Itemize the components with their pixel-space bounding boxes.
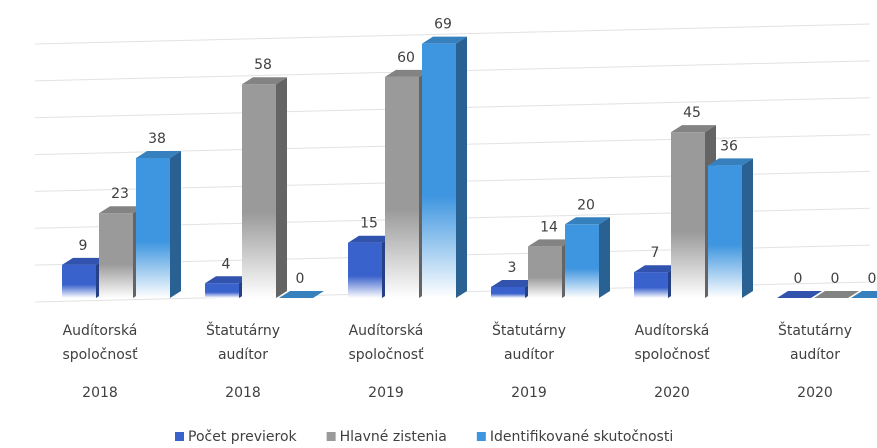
legend-swatch: [175, 432, 184, 441]
bar-top: [528, 239, 573, 247]
data-label: 45: [683, 105, 701, 121]
data-label: 9: [79, 238, 88, 254]
data-label: 15: [360, 216, 378, 232]
x-tick-label: Audítorská: [349, 323, 424, 339]
bar-top: [565, 217, 610, 225]
x-group-label: 2018: [82, 385, 118, 401]
bar-top: [136, 150, 181, 158]
data-label: 38: [148, 131, 166, 147]
bar: [348, 242, 382, 298]
data-label: 60: [397, 50, 415, 66]
bar-top: [385, 69, 430, 77]
bar-top: [205, 276, 250, 284]
data-label: 0: [296, 271, 305, 287]
bar-side: [170, 150, 181, 298]
bar: [708, 165, 742, 298]
x-group-label: 2020: [654, 385, 690, 401]
bar-top: [814, 291, 859, 298]
x-tick-label: Štatutárny: [492, 321, 566, 339]
x-tick-label: audítor: [504, 347, 554, 363]
bar: [491, 286, 525, 298]
bar-top: [708, 158, 753, 166]
bar: [62, 264, 96, 298]
data-label: 0: [831, 271, 840, 287]
bar-top: [777, 291, 822, 298]
bar: [99, 213, 133, 298]
bar: [205, 283, 239, 298]
bar: [671, 132, 705, 298]
bar: [242, 84, 276, 298]
bar-top: [348, 235, 393, 243]
bar-top: [671, 125, 716, 133]
bar: [422, 43, 456, 298]
data-label: 23: [111, 186, 129, 202]
legend-label: Počet previerok: [188, 429, 298, 445]
bar-top: [62, 257, 107, 265]
x-tick-label: spoločnosť: [634, 347, 710, 363]
bar-side: [456, 36, 467, 298]
legend-swatch: [476, 432, 486, 441]
bar-top: [491, 279, 536, 287]
bar-side: [742, 158, 753, 298]
bar: [565, 224, 599, 298]
data-label: 69: [434, 17, 452, 33]
data-label: 58: [254, 57, 272, 73]
data-label: 3: [508, 260, 517, 276]
x-tick-label: Audítorská: [63, 323, 138, 339]
x-tick-label: spoločnosť: [62, 347, 138, 363]
bar: [385, 76, 419, 298]
x-tick-label: Štatutárny: [206, 321, 280, 339]
x-tick-label: audítor: [218, 347, 268, 363]
x-tick-label: Audítorská: [635, 323, 710, 339]
legend-swatch: [326, 432, 336, 441]
data-label: 20: [577, 197, 595, 213]
x-group-label: 2019: [511, 385, 547, 401]
data-label: 0: [868, 271, 877, 287]
bar-side: [276, 77, 287, 298]
grid-line: [34, 23, 871, 45]
data-label: 14: [540, 219, 558, 235]
data-label: 7: [651, 245, 660, 261]
bar-top: [99, 206, 144, 214]
x-tick-label: spoločnosť: [348, 347, 424, 363]
x-group-label: 2019: [368, 385, 404, 401]
bar-top: [242, 77, 287, 85]
data-label: 4: [222, 256, 231, 272]
legend-label: Hlavné zistenia: [340, 429, 447, 445]
bar-top: [851, 291, 877, 298]
x-group-label: 2018: [225, 385, 261, 401]
x-group-label: 2020: [797, 385, 833, 401]
bar-side: [599, 217, 610, 298]
bar-top: [279, 291, 324, 298]
legend-label: Identifikované skutočnosti: [490, 429, 673, 445]
bar: [528, 246, 562, 298]
bar-top: [422, 36, 467, 44]
bar: [136, 157, 170, 298]
data-label: 0: [794, 271, 803, 287]
data-label: 36: [720, 138, 738, 154]
x-tick-label: Štatutárny: [778, 321, 852, 339]
x-tick-label: audítor: [790, 347, 840, 363]
bar-top: [634, 265, 679, 273]
bar: [634, 272, 668, 298]
